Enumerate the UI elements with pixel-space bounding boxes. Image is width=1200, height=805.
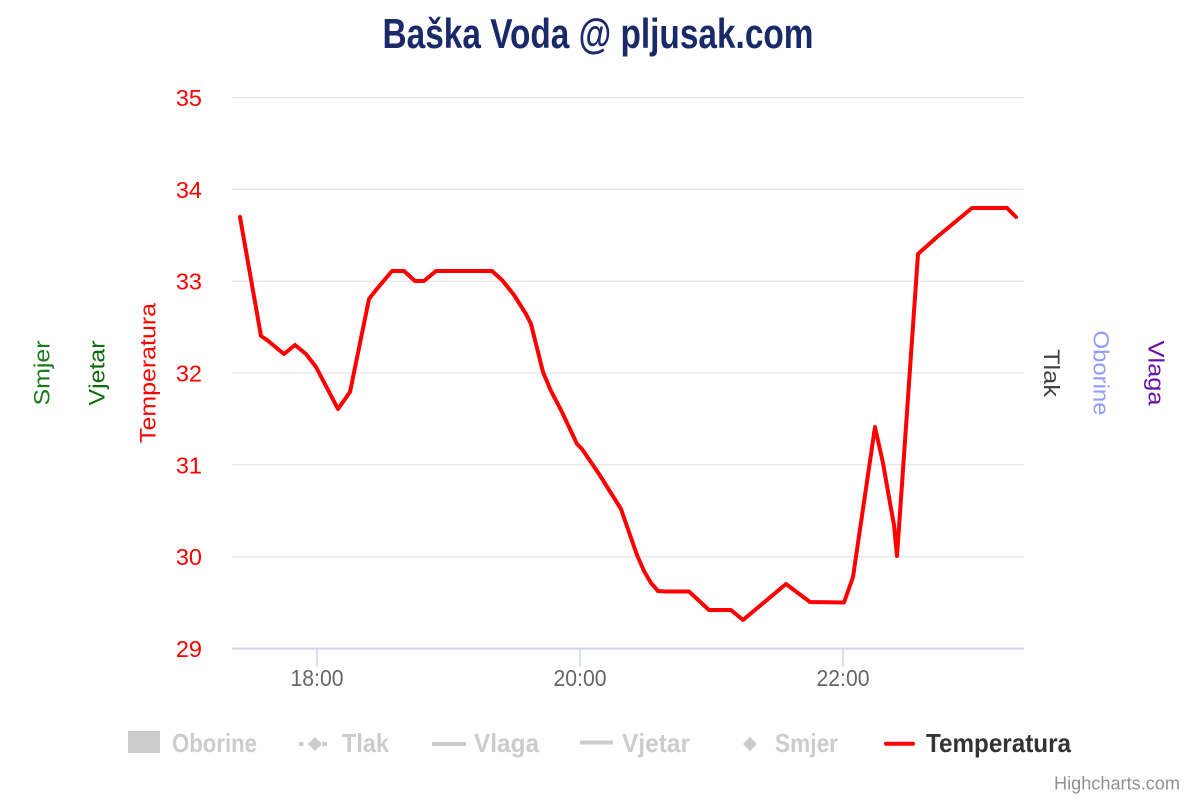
svg-text:31: 31 bbox=[176, 452, 202, 478]
svg-text:20:00: 20:00 bbox=[554, 665, 607, 691]
svg-text:Tlak: Tlak bbox=[342, 728, 389, 758]
svg-text:18:00: 18:00 bbox=[291, 665, 344, 691]
svg-text:Vjetar: Vjetar bbox=[622, 728, 690, 758]
svg-text:Smjer: Smjer bbox=[775, 728, 838, 758]
svg-text:32: 32 bbox=[176, 361, 202, 387]
svg-text:35: 35 bbox=[176, 85, 202, 111]
svg-text:30: 30 bbox=[176, 544, 202, 570]
svg-text:Baška Voda @ pljusak.com: Baška Voda @ pljusak.com bbox=[383, 10, 814, 57]
svg-text:Temperatura: Temperatura bbox=[135, 302, 160, 443]
svg-text:Vjetar: Vjetar bbox=[84, 341, 109, 406]
svg-text:34: 34 bbox=[176, 177, 202, 203]
svg-text:Oborine: Oborine bbox=[172, 728, 257, 758]
svg-text:Vlaga: Vlaga bbox=[474, 728, 539, 758]
svg-text:Oborine: Oborine bbox=[1089, 331, 1114, 416]
svg-text:Vlaga: Vlaga bbox=[1144, 341, 1169, 407]
svg-text:Smjer: Smjer bbox=[29, 341, 54, 406]
svg-text:Highcharts.com: Highcharts.com bbox=[1054, 774, 1180, 794]
svg-text:29: 29 bbox=[176, 636, 202, 662]
svg-text:22:00: 22:00 bbox=[817, 665, 870, 691]
svg-text:Tlak: Tlak bbox=[1039, 349, 1064, 398]
svg-text:Temperatura: Temperatura bbox=[926, 728, 1071, 758]
svg-text:33: 33 bbox=[176, 269, 202, 295]
